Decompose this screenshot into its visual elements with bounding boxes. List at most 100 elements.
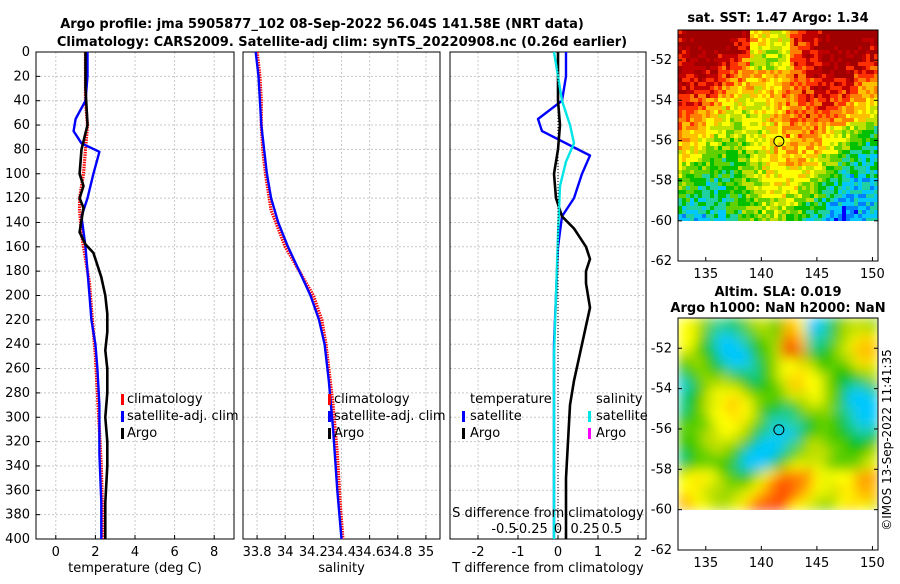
sst-map-cell [722,118,727,123]
sst-map-cell [838,158,843,163]
y-tick-label: 80 [13,142,30,157]
sst-map-cell [850,122,855,127]
sla-map-cell [790,438,799,447]
sla-map-cell [694,478,703,487]
sst-map-cell [730,74,735,79]
sst-map-cell [794,62,799,67]
sst-map-cell [786,198,791,203]
sla-map-cell [830,318,839,327]
sst-map-cell [678,194,683,199]
sst-map-cell [754,38,759,43]
sst-map-cell [790,102,795,107]
sst-map-cell [806,54,811,59]
sst-map-cell [806,62,811,67]
sst-map-cell [846,206,851,211]
sst-map-cell [694,214,699,219]
sst-map-cell [818,70,823,75]
x-tick-label: 6 [170,545,178,560]
sst-map-cell [810,218,815,221]
sst-map-cell [718,142,723,147]
sst-map-cell [818,194,823,199]
sst-map-cell [802,174,807,179]
sst-map-cell [678,114,683,119]
sst-map-cell [742,210,747,215]
sst-map-cell [738,146,743,151]
sst-map-cell [866,74,871,79]
sst-map-cell [678,150,683,155]
sst-map-cell [850,82,855,87]
sst-map-cell [810,138,815,143]
sla-map-cell [686,342,695,351]
sst-map-cell [862,94,867,99]
sst-map-cell [806,174,811,179]
sst-map-cell [794,214,799,219]
sst-map-cell [770,154,775,159]
sst-map-cell [734,30,739,35]
sla-map-cell [686,454,695,463]
sst-map-cell [814,46,819,51]
sst-map-cell [754,126,759,131]
sst-map-cell [754,178,759,183]
sst-map-cell [810,86,815,91]
sla-map-cell [862,342,871,351]
sst-map-cell [742,34,747,39]
sst-map-cell [726,190,731,195]
sla-map-cell [710,374,719,383]
sst-map-cell [714,90,719,95]
sst-map-cell [826,170,831,175]
sst-map-cell [794,102,799,107]
sst-map-cell [798,114,803,119]
sst-map-cell [858,30,863,35]
sla-map-cell [782,478,791,487]
sst-map-cell [774,142,779,147]
sst-map-cell [790,78,795,83]
sst-map-cell [862,186,867,191]
sst-map-cell [686,110,691,115]
sst-map-cell [734,210,739,215]
sst-map-cell [754,206,759,211]
sst-map-cell [750,174,755,179]
sst-map-cell [846,162,851,167]
sst-map-cell [870,86,875,91]
sst-map-cell [694,158,699,163]
sst-map-cell [730,206,735,211]
sla-map-cell [870,398,878,407]
sla-map-cell [830,478,839,487]
sst-map-cell [830,162,835,167]
sst-map-cell [794,190,799,195]
sst-map-cell [814,198,819,203]
sla-map-cell [798,366,807,375]
sst-map-cell [742,86,747,91]
sst-map-cell [714,110,719,115]
sst-map-cell [818,102,823,107]
sla-map-cell [678,454,687,463]
sla-map-cell [838,326,847,335]
sst-map-cell [862,30,867,35]
sst-map-cell [682,178,687,183]
sst-map-cell [706,210,711,215]
sst-map-cell [714,186,719,191]
sst-map-cell [742,58,747,63]
sst-map-cell [770,190,775,195]
sla-map-cell [702,350,711,359]
sst-map-cell [846,166,851,171]
sla-map-cell [862,390,871,399]
sla-map-cell [702,374,711,383]
sst-map-cell [734,54,739,59]
sst-map-cell [722,86,727,91]
sst-map-cell [746,30,751,35]
sst-map-cell [698,202,703,207]
sst-map-cell [818,186,823,191]
sst-map-cell [686,202,691,207]
sst-map-cell [822,106,827,111]
sla-map-cell [686,486,695,495]
sla-map-cell [854,406,863,415]
sst-map-cell [762,166,767,171]
sst-map-cell [830,82,835,87]
sst-map-cell [814,98,819,103]
sst-map-cell [782,78,787,83]
sst-map-cell [678,94,683,99]
sst-map-cell [722,66,727,71]
sst-map-cell [846,174,851,179]
sst-map-cell [714,46,719,51]
